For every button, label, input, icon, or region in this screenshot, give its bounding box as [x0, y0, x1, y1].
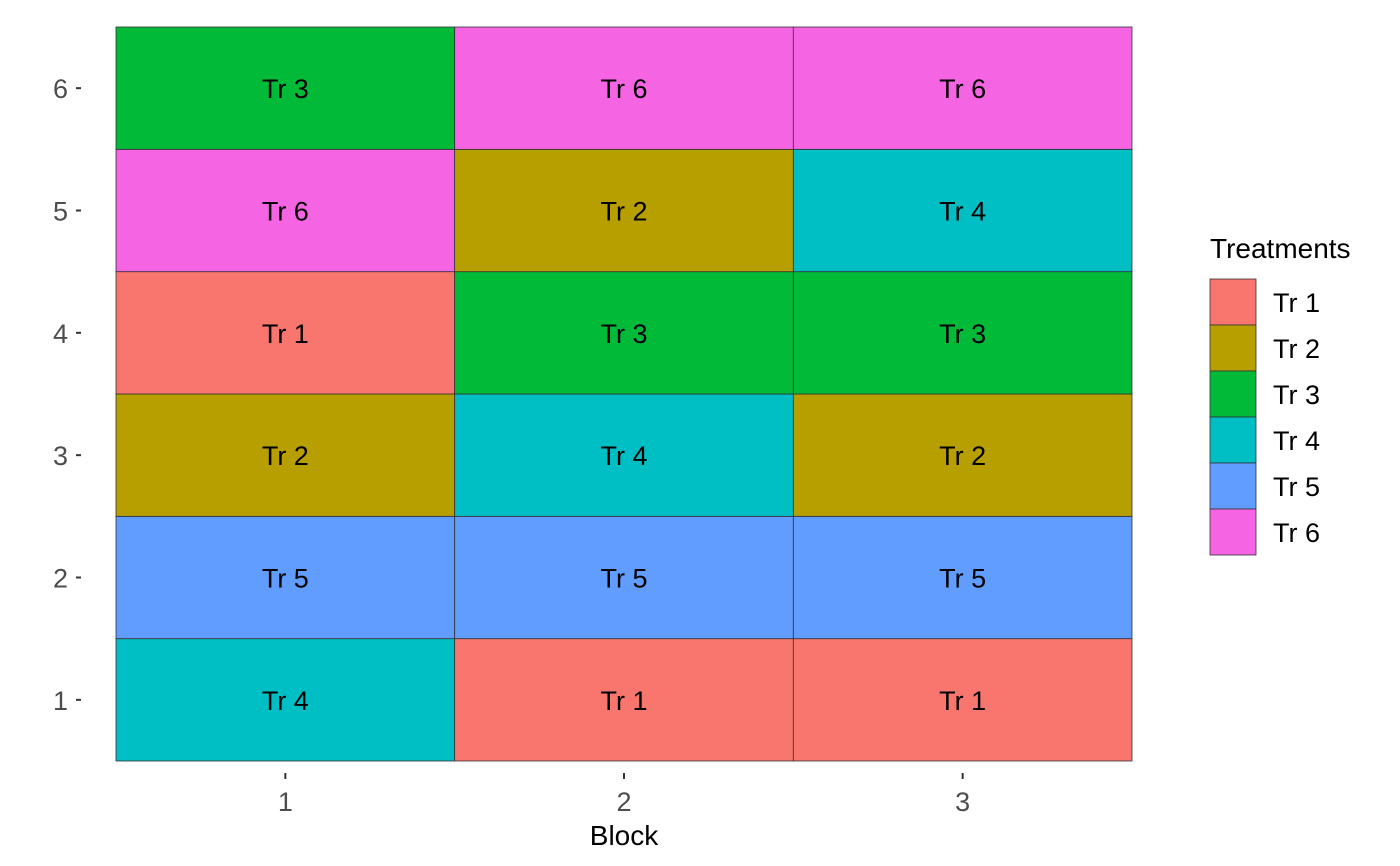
legend-label: Tr 6	[1273, 518, 1320, 548]
cells-layer	[115, 26, 1133, 762]
legend: Treatments Tr 1 Tr 2 Tr 3 Tr 4 Tr 5 Tr 6	[1209, 233, 1351, 556]
legend-key	[1209, 324, 1257, 372]
cell-label-block1-row4: Tr 1	[262, 319, 309, 349]
cell-block1-row2	[115, 515, 456, 640]
legend-label: Tr 3	[1273, 380, 1320, 410]
cell-block1-row1	[115, 638, 456, 762]
cell-block3-row4	[792, 271, 1133, 395]
cell-label-block2-row3: Tr 4	[601, 441, 648, 471]
legend-key	[1209, 370, 1257, 418]
y-tick-label: 5	[53, 197, 68, 227]
cell-block3-row5	[792, 148, 1133, 273]
cell-labels-layer: Tr 4 Tr 5 Tr 2 Tr 1 Tr 6 Tr 3 Tr 1 Tr 5 Tr 4 Tr 3…	[262, 74, 986, 716]
legend-items: Tr 1 Tr 2 Tr 3 Tr 4 Tr 5 Tr 6	[1209, 278, 1320, 556]
y-tick-label: 3	[53, 441, 68, 471]
cell-label-block2-row2: Tr 5	[601, 564, 648, 594]
legend-label: Tr 2	[1273, 334, 1320, 364]
legend-title: Treatments	[1210, 233, 1351, 264]
x-axis-title: Block	[590, 820, 659, 851]
cell-label-block2-row1: Tr 1	[601, 686, 648, 716]
legend-key	[1209, 508, 1257, 556]
cell-label-block2-row4: Tr 3	[601, 319, 648, 349]
cell-label-block3-row1: Tr 1	[939, 686, 986, 716]
cell-block3-row1	[792, 638, 1133, 762]
cell-label-block1-row6: Tr 3	[262, 74, 309, 104]
cell-block1-row5	[115, 148, 456, 273]
y-tick-label: 6	[53, 74, 68, 104]
cell-block1-row6	[115, 26, 456, 150]
legend-key	[1209, 278, 1257, 326]
y-axis: 1 2 3 4 5 6	[53, 74, 81, 716]
cell-label-block1-row2: Tr 5	[262, 564, 309, 594]
legend-label: Tr 5	[1273, 472, 1320, 502]
cell-block2-row4	[454, 271, 794, 395]
cell-label-block3-row6: Tr 6	[939, 74, 986, 104]
legend-key	[1209, 462, 1257, 510]
cell-block2-row6	[454, 26, 794, 150]
y-tick-label: 2	[53, 564, 68, 594]
cell-block2-row2	[454, 515, 794, 640]
cell-block3-row3	[792, 393, 1133, 517]
legend-label: Tr 1	[1273, 288, 1320, 318]
x-axis: 1 2 3	[278, 773, 970, 817]
cell-block1-row4	[115, 271, 456, 395]
cell-label-block2-row6: Tr 6	[601, 74, 648, 104]
cell-block2-row1	[454, 638, 794, 762]
y-tick-label: 4	[53, 319, 68, 349]
cell-label-block3-row4: Tr 3	[939, 319, 986, 349]
x-tick-label: 2	[616, 787, 631, 817]
legend-label: Tr 4	[1273, 426, 1320, 456]
x-tick-label: 3	[955, 787, 970, 817]
y-tick-label: 1	[53, 686, 68, 716]
cell-label-block1-row1: Tr 4	[262, 686, 309, 716]
cell-block3-row6	[792, 26, 1133, 150]
cell-label-block3-row5: Tr 4	[939, 197, 986, 227]
cell-block2-row3	[454, 393, 794, 517]
x-tick-label: 1	[278, 787, 293, 817]
cell-label-block1-row5: Tr 6	[262, 197, 309, 227]
cell-label-block1-row3: Tr 2	[262, 441, 309, 471]
cell-label-block2-row5: Tr 2	[601, 197, 648, 227]
cell-label-block3-row3: Tr 2	[939, 441, 986, 471]
cell-label-block3-row2: Tr 5	[939, 564, 986, 594]
legend-key	[1209, 416, 1257, 464]
